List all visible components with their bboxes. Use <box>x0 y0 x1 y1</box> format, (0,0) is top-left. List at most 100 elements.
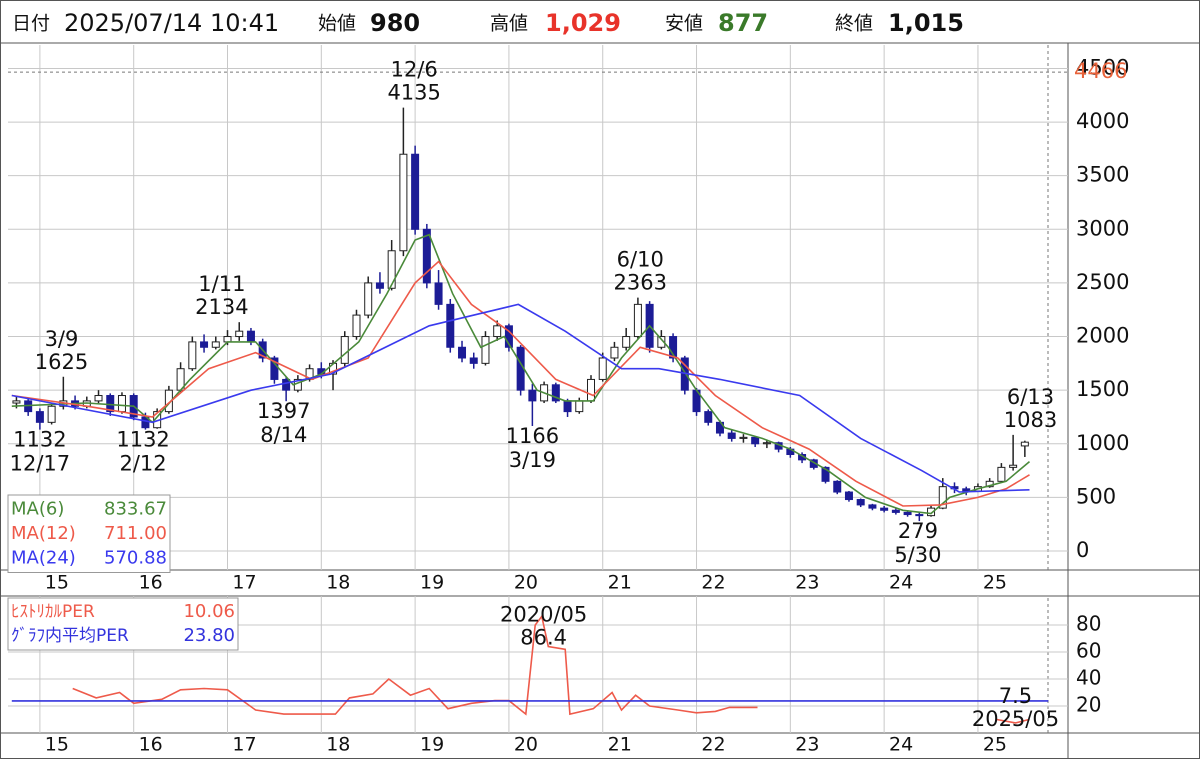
header-open: 980 <box>370 9 420 37</box>
candle-body <box>364 282 373 316</box>
annotation-label: 7.5 <box>999 684 1032 708</box>
candle-body <box>739 436 748 439</box>
header-high: 1,029 <box>545 9 621 37</box>
candle-body <box>188 341 197 370</box>
candle-body <box>551 384 560 402</box>
series-line <box>11 260 1030 507</box>
x-tick-label: 17 <box>232 734 256 756</box>
candle-body <box>399 153 408 252</box>
annotation-label: 2134 <box>195 295 248 319</box>
legend-name: MA(24) <box>11 547 76 568</box>
series-line <box>11 303 1030 493</box>
candle-body <box>270 357 279 380</box>
annotation-label: 2020/05 <box>500 602 587 626</box>
y-tick-label: 1000 <box>1076 431 1129 455</box>
candle-body <box>962 488 971 492</box>
candle-body <box>481 336 490 364</box>
header-label: 始値 <box>318 13 356 35</box>
candle-body <box>762 442 771 445</box>
x-tick-label: 18 <box>326 734 350 756</box>
y-tick-label: 2000 <box>1076 324 1129 348</box>
annotation-label: 4135 <box>387 81 440 105</box>
series-line <box>11 233 1031 515</box>
candle-body <box>94 395 103 402</box>
annotation-label: 12/6 <box>391 58 438 82</box>
x-tick-label: 19 <box>420 572 444 594</box>
candle-body <box>563 400 572 413</box>
candle-body <box>504 325 513 348</box>
legend-value: 711.00 <box>104 523 167 544</box>
x-tick-label: 16 <box>139 734 163 756</box>
header-close: 1,015 <box>888 9 964 37</box>
candle-body <box>903 511 912 516</box>
candle-body <box>997 466 1006 482</box>
annotation-label: 1132 <box>116 428 169 452</box>
x-tick-label: 15 <box>45 734 69 756</box>
annotation-label: 3/9 <box>45 327 79 351</box>
header-label: 終値 <box>835 13 873 35</box>
candle-body <box>587 378 595 402</box>
legend-value: 10.06 <box>183 601 235 622</box>
candle-body <box>1020 441 1029 447</box>
x-tick-label: 24 <box>889 734 913 756</box>
legend-value: 570.88 <box>104 547 167 568</box>
header-label: 日付 <box>12 13 50 35</box>
y-tick-label: 4000 <box>1076 109 1129 133</box>
candle-body <box>235 330 244 338</box>
candle-body <box>622 336 631 348</box>
candle-body <box>927 507 936 517</box>
y-tick-label: 80 <box>1076 612 1101 636</box>
annotation-label: 8/14 <box>260 423 307 447</box>
candle-body <box>880 507 889 511</box>
x-tick-label: 25 <box>983 734 1007 756</box>
x-tick-label: 24 <box>889 572 913 594</box>
x-tick-label: 21 <box>608 572 632 594</box>
candle-body <box>434 282 443 305</box>
reference-label: 4466 <box>1074 59 1127 83</box>
x-tick-label: 19 <box>420 734 444 756</box>
legend-box <box>7 597 239 651</box>
annotation-label: 6/10 <box>617 248 664 272</box>
annotation-label: 1166 <box>506 424 559 448</box>
candle-body <box>446 303 455 348</box>
annotation-label: 2/12 <box>119 452 166 476</box>
x-tick-label: 21 <box>608 734 632 756</box>
annotation-label: 3/19 <box>509 448 556 472</box>
header-label: 安値 <box>665 13 703 35</box>
candle-body <box>340 336 349 364</box>
x-tick-label: 23 <box>795 734 819 756</box>
candle-body <box>575 400 584 413</box>
candle-body <box>856 499 865 506</box>
x-tick-label: 22 <box>701 734 725 756</box>
candle-body <box>868 504 877 509</box>
header-datetime: 2025/07/14 10:41 <box>64 9 279 37</box>
candle-body <box>938 486 947 509</box>
x-tick-label: 20 <box>514 734 538 756</box>
candle-body <box>610 346 619 359</box>
candle-body <box>117 395 126 413</box>
candle-body <box>528 389 537 402</box>
candle-body <box>375 282 384 289</box>
candle-body <box>727 432 736 439</box>
candle-body <box>200 341 209 348</box>
x-tick-label: 22 <box>701 572 725 594</box>
candle-body <box>12 400 21 404</box>
x-tick-label: 16 <box>139 572 163 594</box>
candle-body <box>458 346 467 359</box>
annotation-label: 86.4 <box>520 625 567 649</box>
candle-body <box>1009 464 1018 468</box>
annotation-label: 6/13 <box>1007 385 1054 409</box>
y-tick-label: 3500 <box>1076 163 1129 187</box>
legend-box <box>7 494 171 573</box>
annotation-label: 1132 <box>13 428 66 452</box>
legend-name: ﾋｽﾄﾘｶﾙPER <box>11 602 95 622</box>
annotation-label: 279 <box>898 519 938 543</box>
legend-name: ｸﾞﾗﾌ内平均PER <box>11 626 129 646</box>
series-line <box>72 614 1030 724</box>
y-tick-label: 4500 <box>1076 55 1129 79</box>
candle-body <box>211 341 220 348</box>
candle-body <box>704 411 713 423</box>
x-tick-label: 23 <box>795 572 819 594</box>
candle-body <box>282 378 291 391</box>
y-tick-label: 1500 <box>1076 377 1129 401</box>
